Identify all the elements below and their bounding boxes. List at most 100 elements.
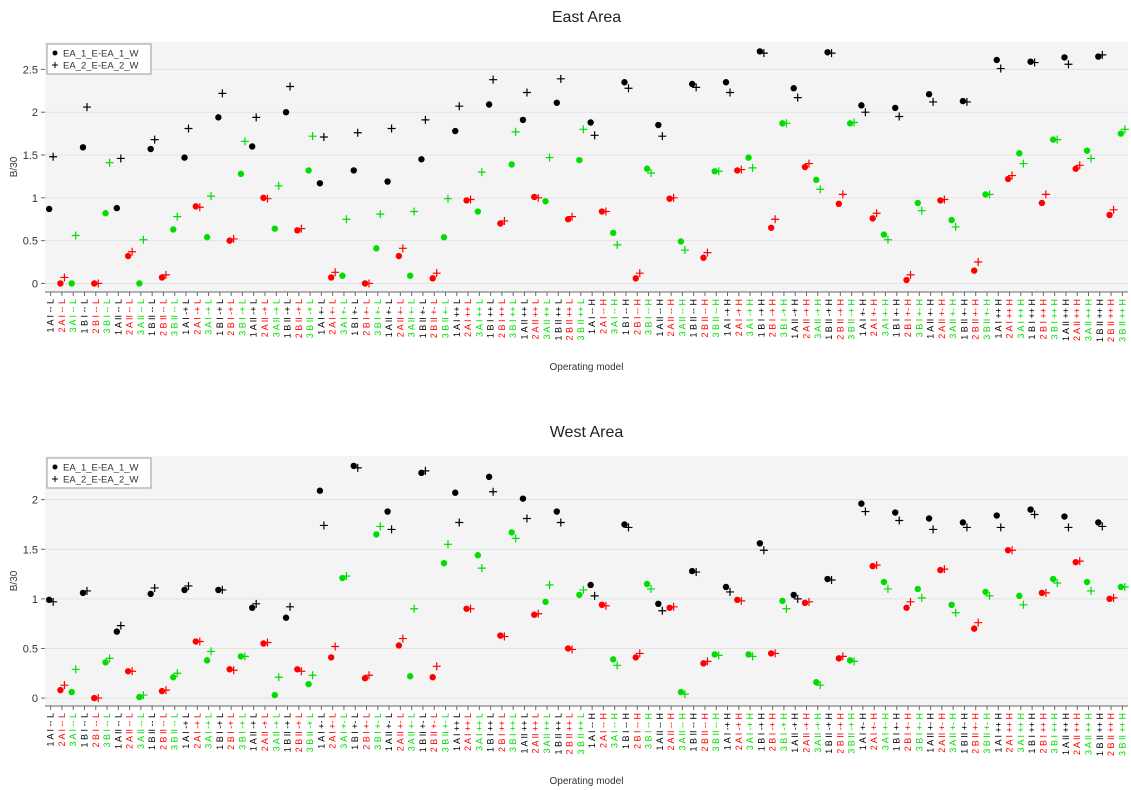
point bbox=[522, 88, 531, 97]
point bbox=[1098, 50, 1107, 59]
point bbox=[497, 632, 504, 639]
point bbox=[914, 585, 921, 593]
point bbox=[410, 604, 419, 613]
x-tick-label: 2 A II +- H bbox=[937, 299, 947, 339]
point bbox=[68, 688, 75, 696]
point bbox=[350, 167, 357, 174]
point bbox=[556, 518, 565, 527]
x-tick-label: 1 B II +- L bbox=[418, 713, 428, 752]
point bbox=[677, 238, 685, 245]
x-tick-label: 1 A II ++ H bbox=[1061, 713, 1071, 755]
x-tick-label: 3 A II +- L bbox=[407, 299, 417, 337]
point bbox=[610, 656, 617, 663]
point bbox=[181, 586, 188, 594]
point bbox=[286, 602, 295, 611]
point bbox=[421, 115, 430, 124]
x-tick-label: 2 A I -+ H bbox=[734, 299, 744, 336]
point bbox=[297, 667, 306, 676]
x-tick-label: 2 A I -- H bbox=[598, 713, 608, 748]
x-tick-label: 3 B II ++ H bbox=[1117, 713, 1127, 756]
point bbox=[734, 596, 741, 604]
point bbox=[410, 207, 419, 216]
x-tick-label: 2 B II +- L bbox=[429, 299, 439, 338]
point bbox=[406, 673, 414, 680]
point bbox=[271, 225, 278, 232]
x-tick-label: 2 B II +- L bbox=[429, 713, 439, 752]
x-tick-label: 2 A I -+ L bbox=[192, 713, 202, 749]
x-tick-label: 3 B I ++ H bbox=[1050, 713, 1060, 754]
point bbox=[387, 124, 396, 133]
x-tick-label: 1 B II ++ H bbox=[1095, 299, 1105, 342]
point bbox=[737, 165, 746, 174]
x-tick-label: 3 B I +- H bbox=[914, 713, 924, 751]
point bbox=[703, 657, 712, 666]
point bbox=[398, 634, 407, 643]
point bbox=[531, 193, 538, 201]
point bbox=[534, 609, 543, 618]
point bbox=[903, 276, 910, 284]
point bbox=[218, 585, 227, 594]
point bbox=[353, 128, 362, 137]
point bbox=[443, 540, 452, 549]
point bbox=[579, 585, 588, 594]
x-tick-label: 3 B II -- L bbox=[170, 299, 180, 336]
point bbox=[564, 645, 572, 652]
x-tick-label: 2 A II -- H bbox=[666, 713, 676, 751]
point bbox=[883, 235, 892, 244]
point bbox=[128, 667, 137, 676]
x-tick-label: 2 A I -+ H bbox=[734, 713, 744, 750]
x-tick-label: 1 A II -+ H bbox=[790, 299, 800, 339]
x-tick-label: 3 B I -+ L bbox=[237, 299, 247, 336]
point bbox=[308, 671, 317, 680]
point bbox=[327, 654, 335, 661]
point bbox=[305, 167, 312, 174]
point bbox=[105, 158, 114, 167]
x-tick-label: 3 A I -+ H bbox=[745, 713, 755, 750]
x-tick-label: 3 A I -+ L bbox=[204, 299, 214, 335]
x-tick-label: 2 A I ++ H bbox=[1005, 299, 1015, 339]
x-tick-label: 2 A II -- L bbox=[125, 713, 135, 749]
point bbox=[60, 273, 69, 282]
legend-label: EA_1_E-EA_1_W bbox=[63, 463, 139, 474]
x-tick-label: 1 B I +- H bbox=[892, 713, 902, 751]
point bbox=[804, 159, 813, 168]
point bbox=[508, 161, 515, 168]
x-tick-label: 1 B II -- L bbox=[147, 299, 157, 336]
point bbox=[82, 103, 91, 112]
x-tick-label: 3 B II -- H bbox=[711, 299, 721, 338]
point bbox=[655, 121, 662, 129]
point bbox=[632, 654, 639, 661]
point bbox=[846, 657, 854, 664]
point bbox=[365, 671, 374, 680]
point bbox=[962, 97, 971, 106]
x-tick-label: 3 B II -+ L bbox=[305, 299, 315, 338]
x-tick-label: 2 A II -+ L bbox=[260, 299, 270, 337]
point bbox=[489, 487, 498, 496]
point bbox=[429, 275, 436, 282]
point bbox=[1072, 558, 1079, 566]
legend-label: EA_2_E-EA_2_W bbox=[63, 475, 139, 486]
point bbox=[226, 666, 233, 673]
point bbox=[929, 97, 938, 106]
point bbox=[925, 91, 933, 98]
x-tick-label: 3 A I -+ H bbox=[745, 299, 755, 336]
x-tick-label: 1 B II -+ L bbox=[283, 299, 293, 338]
point bbox=[996, 64, 1005, 73]
point bbox=[71, 231, 80, 240]
point bbox=[1075, 557, 1084, 566]
point bbox=[613, 661, 622, 670]
point bbox=[804, 597, 813, 606]
point bbox=[568, 645, 577, 654]
plot-area bbox=[45, 42, 1128, 292]
point bbox=[327, 274, 335, 281]
point bbox=[102, 210, 109, 217]
x-tick-label: 3 A I -- H bbox=[610, 299, 620, 334]
x-tick-label: 2 A I ++ H bbox=[1005, 713, 1015, 753]
x-tick-label: 3 A II -+ H bbox=[813, 299, 823, 339]
point bbox=[576, 591, 583, 599]
point bbox=[1016, 592, 1023, 600]
point bbox=[545, 153, 554, 162]
x-tick-label: 3 A I -+ L bbox=[204, 713, 214, 749]
x-tick-label: 2 A II -+ H bbox=[801, 299, 811, 339]
point bbox=[962, 523, 971, 532]
